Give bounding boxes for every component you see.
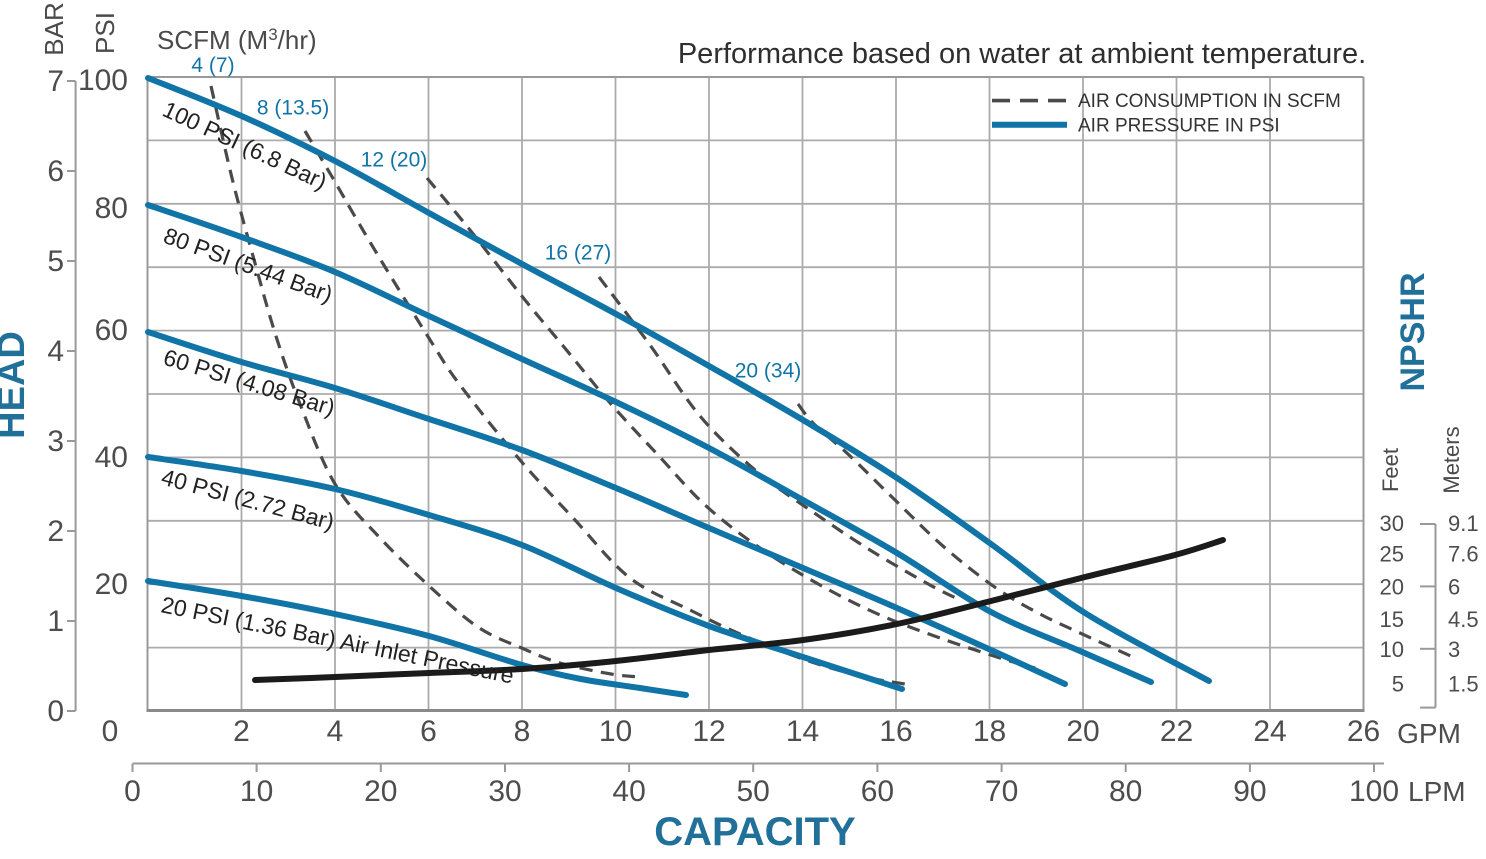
svg-text:18: 18	[973, 715, 1006, 748]
svg-text:10: 10	[240, 775, 273, 808]
svg-text:22: 22	[1160, 715, 1193, 748]
svg-text:4.5: 4.5	[1448, 607, 1479, 632]
svg-text:LPM: LPM	[1408, 776, 1466, 807]
svg-text:20: 20	[1380, 574, 1404, 599]
svg-text:0: 0	[47, 695, 64, 728]
svg-text:5: 5	[47, 245, 64, 278]
svg-text:15: 15	[1380, 607, 1404, 632]
svg-text:CAPACITY: CAPACITY	[654, 810, 856, 854]
svg-text:3: 3	[47, 425, 64, 458]
svg-text:6: 6	[1448, 574, 1460, 599]
svg-text:80: 80	[1109, 775, 1142, 808]
svg-text:12: 12	[692, 715, 725, 748]
svg-text:2: 2	[233, 715, 250, 748]
svg-text:HEAD: HEAD	[0, 331, 33, 439]
svg-text:1: 1	[47, 605, 64, 638]
svg-text:100: 100	[78, 64, 128, 97]
svg-text:50: 50	[737, 775, 770, 808]
svg-text:Feet: Feet	[1378, 448, 1403, 492]
svg-text:20 (34): 20 (34)	[735, 360, 802, 383]
svg-text:20: 20	[1066, 715, 1099, 748]
svg-text:9.1: 9.1	[1448, 511, 1479, 536]
svg-text:1.5: 1.5	[1448, 672, 1479, 697]
svg-text:Meters: Meters	[1439, 426, 1464, 493]
svg-text:0: 0	[124, 775, 141, 808]
svg-text:4 (7): 4 (7)	[191, 54, 234, 77]
svg-text:4: 4	[327, 715, 344, 748]
svg-text:40: 40	[95, 441, 128, 474]
svg-text:16 (27): 16 (27)	[545, 242, 612, 265]
svg-text:4: 4	[47, 335, 64, 368]
svg-text:7.6: 7.6	[1448, 542, 1479, 567]
svg-text:30: 30	[1380, 511, 1404, 536]
svg-text:6: 6	[420, 715, 437, 748]
svg-text:0: 0	[102, 715, 119, 748]
svg-text:70: 70	[985, 775, 1018, 808]
svg-text:SCFM (M3/hr): SCFM (M3/hr)	[157, 25, 317, 55]
svg-text:Performance based on water at: Performance based on water at ambient te…	[678, 38, 1366, 70]
svg-text:90: 90	[1233, 775, 1266, 808]
svg-text:60: 60	[95, 314, 128, 347]
svg-text:16: 16	[879, 715, 912, 748]
svg-text:BAR: BAR	[39, 2, 69, 55]
svg-text:20: 20	[95, 568, 128, 601]
svg-text:40: 40	[612, 775, 645, 808]
svg-text:24: 24	[1253, 715, 1286, 748]
svg-text:26: 26	[1347, 715, 1380, 748]
svg-text:20: 20	[364, 775, 397, 808]
svg-text:5: 5	[1392, 672, 1404, 697]
svg-text:3: 3	[1448, 637, 1460, 662]
svg-text:10: 10	[1380, 637, 1404, 662]
svg-text:30: 30	[488, 775, 521, 808]
svg-text:60: 60	[861, 775, 894, 808]
svg-text:NPSHR: NPSHR	[1394, 272, 1432, 391]
svg-text:80: 80	[95, 192, 128, 225]
svg-text:25: 25	[1380, 542, 1404, 567]
svg-text:10: 10	[599, 715, 632, 748]
svg-text:2: 2	[47, 515, 64, 548]
svg-text:AIR PRESSURE IN PSI: AIR PRESSURE IN PSI	[1078, 115, 1280, 136]
svg-text:AIR CONSUMPTION IN SCFM: AIR CONSUMPTION IN SCFM	[1078, 91, 1341, 112]
svg-text:14: 14	[786, 715, 819, 748]
svg-text:100: 100	[1349, 775, 1399, 808]
svg-text:GPM: GPM	[1397, 718, 1461, 749]
svg-text:8: 8	[514, 715, 531, 748]
svg-text:12 (20): 12 (20)	[361, 149, 428, 172]
svg-text:8 (13.5): 8 (13.5)	[257, 97, 329, 120]
svg-text:7: 7	[47, 65, 64, 98]
svg-text:PSI: PSI	[90, 12, 120, 54]
svg-text:6: 6	[47, 155, 64, 188]
